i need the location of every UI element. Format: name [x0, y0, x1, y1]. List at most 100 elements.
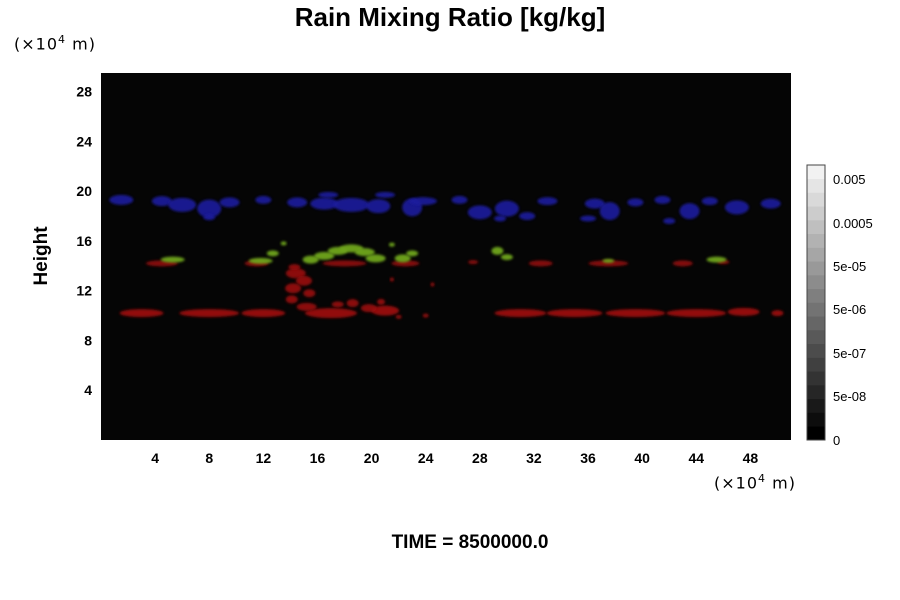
- y-unit-exponent: 4: [58, 33, 67, 46]
- colorbar-swatch: [807, 288, 825, 303]
- data-cell: [584, 198, 605, 209]
- data-cell: [389, 277, 394, 282]
- data-cell: [491, 246, 504, 255]
- colorbar-swatch: [807, 316, 825, 331]
- data-cell: [760, 198, 781, 209]
- colorbar-swatch: [807, 165, 825, 180]
- x-tick-label: 40: [634, 450, 650, 466]
- data-cell: [430, 282, 435, 287]
- data-cell: [605, 309, 666, 318]
- x-tick-label: 8: [205, 450, 213, 466]
- y-tick-label: 8: [84, 332, 92, 348]
- y-unit-prefix: (×10: [14, 34, 59, 54]
- data-cell: [599, 202, 620, 221]
- data-cell: [322, 260, 367, 267]
- data-cell: [654, 195, 671, 204]
- data-cell: [537, 197, 558, 206]
- colorbar-swatch: [807, 275, 825, 290]
- colorbar-swatch: [807, 398, 825, 413]
- colorbar-swatch: [807, 357, 825, 372]
- data-cell: [451, 195, 468, 204]
- data-cell: [248, 257, 273, 264]
- data-cell: [314, 251, 335, 260]
- data-cell: [375, 191, 396, 198]
- y-tick-label: 20: [76, 183, 92, 199]
- x-tick-label: 48: [743, 450, 759, 466]
- colorbar-label: 5e-06: [833, 302, 866, 317]
- data-cell: [528, 260, 553, 267]
- data-cell: [109, 194, 134, 205]
- data-cell: [151, 196, 172, 207]
- y-axis-unit: (×104 m): [14, 33, 96, 53]
- colorbar-label: 5e-07: [833, 346, 866, 361]
- data-cell: [365, 254, 386, 263]
- data-cell: [360, 304, 377, 313]
- x-tick-labels: 4 8 12 16 20 24 28 32 36 40 44 48: [151, 450, 758, 466]
- plot-area: [101, 73, 791, 440]
- x-tick-label: 4: [151, 450, 159, 466]
- x-tick-label: 32: [526, 450, 542, 466]
- chart-title: Rain Mixing Ratio [kg/kg]: [294, 2, 606, 32]
- colorbar-swatch: [807, 192, 825, 207]
- data-cell: [203, 214, 216, 221]
- colorbar-swatch: [807, 261, 825, 276]
- colorbar: 0.005 0.0005 5e-05 5e-06 5e-07 5e-08 0: [806, 164, 873, 448]
- y-tick-label: 4: [84, 382, 92, 398]
- data-cell: [285, 295, 298, 304]
- data-cell: [266, 250, 279, 257]
- data-cell: [388, 242, 395, 247]
- colorbar-swatch: [807, 178, 825, 193]
- data-cell: [494, 200, 519, 217]
- y-tick-labels: 4 8 12 16 20 24 28: [76, 84, 92, 399]
- data-cell: [331, 301, 344, 308]
- colorbar-label: 5e-08: [833, 389, 866, 404]
- data-cell: [197, 199, 222, 218]
- x-tick-label: 28: [472, 450, 488, 466]
- x-tick-label: 24: [418, 450, 434, 466]
- y-unit-suffix: m): [66, 34, 96, 54]
- colorbar-swatch: [807, 330, 825, 345]
- data-cell: [377, 298, 386, 305]
- x-tick-label: 36: [580, 450, 596, 466]
- data-cell: [706, 256, 727, 263]
- colorbar-swatch: [807, 206, 825, 221]
- data-cell: [395, 314, 402, 319]
- colorbar-swatch: [807, 247, 825, 262]
- data-cell: [771, 310, 784, 317]
- x-unit-prefix: (×10: [714, 473, 759, 493]
- data-cell: [519, 212, 536, 221]
- data-cell: [580, 215, 597, 222]
- x-tick-label: 16: [310, 450, 326, 466]
- data-cell: [422, 313, 429, 318]
- colorbar-swatch: [807, 220, 825, 235]
- x-unit-exponent: 4: [758, 472, 767, 485]
- colorbar-swatch: [807, 343, 825, 358]
- data-cell: [409, 197, 437, 206]
- colorbar-label: 5e-05: [833, 259, 866, 274]
- colorbar-frame: [806, 164, 826, 441]
- data-cell: [468, 260, 479, 265]
- data-cell: [371, 305, 400, 316]
- y-tick-label: 28: [76, 84, 92, 100]
- x-axis-unit: (×104 m): [714, 472, 796, 492]
- colorbar-swatch: [807, 233, 825, 248]
- data-cell: [295, 275, 312, 286]
- x-tick-label: 44: [689, 450, 705, 466]
- data-cell: [285, 268, 306, 279]
- data-cell: [406, 250, 419, 257]
- x-tick-label: 20: [364, 450, 380, 466]
- data-cell: [627, 198, 644, 207]
- colorbar-label: 0: [833, 433, 840, 448]
- data-cell: [672, 260, 693, 267]
- colorbar-swatch: [807, 385, 825, 400]
- colorbar-swatch: [807, 426, 825, 441]
- colorbar-label: 0.0005: [833, 216, 873, 231]
- data-cell: [467, 205, 492, 220]
- colorbar-swatch: [807, 412, 825, 427]
- y-tick-label: 24: [76, 133, 92, 149]
- data-cell: [285, 283, 302, 294]
- colorbar-swatch: [807, 371, 825, 386]
- colorbar-label: 0.005: [833, 172, 866, 187]
- data-cell: [494, 309, 547, 318]
- x-unit-suffix: m): [766, 473, 796, 493]
